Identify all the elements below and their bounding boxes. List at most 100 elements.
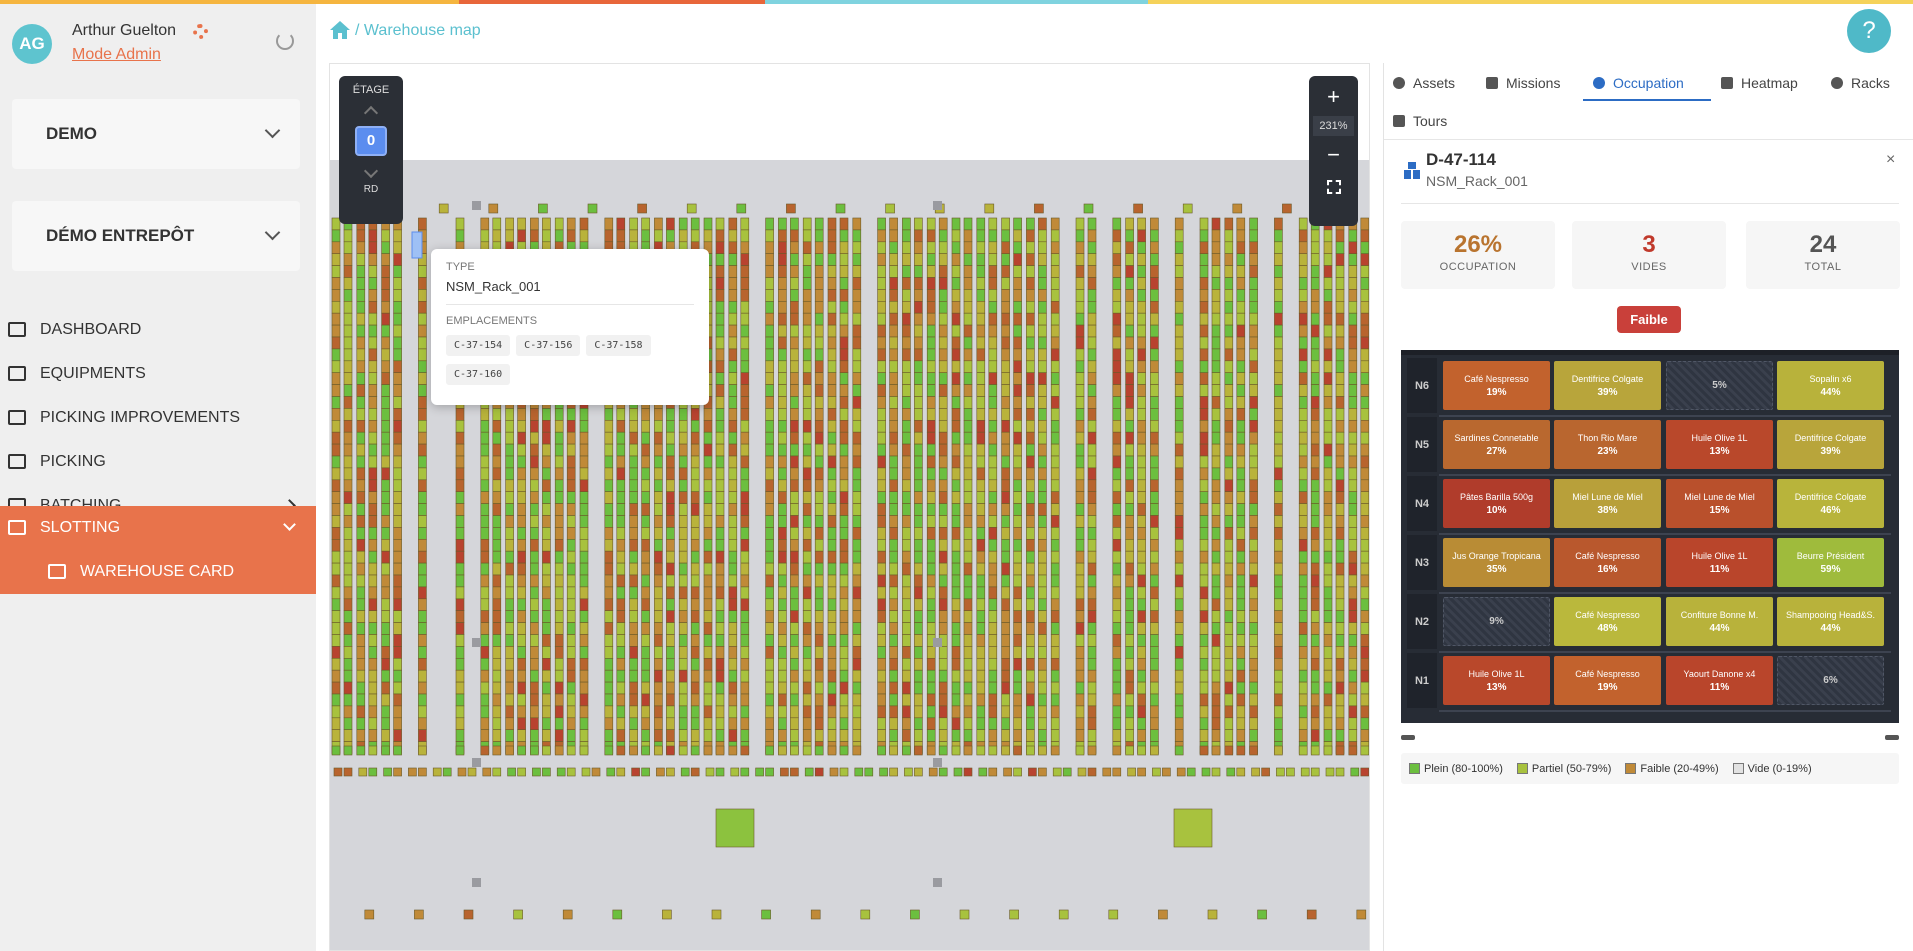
slot[interactable]: Café Nespresso 19% <box>1554 656 1661 705</box>
map-cell <box>963 265 973 278</box>
map-cell <box>827 681 837 695</box>
settings-icon[interactable] <box>193 24 208 39</box>
map-cell <box>381 419 390 433</box>
map-cell <box>542 586 551 600</box>
map-cell <box>889 610 898 623</box>
map-cell <box>418 515 427 528</box>
slot[interactable]: Jus Orange Tropicana 35% <box>1443 538 1550 587</box>
slot[interactable]: Confiture Bonne M. 44% <box>1666 597 1773 646</box>
map-cell <box>1211 669 1221 683</box>
nav-item[interactable]: DASHBOARD <box>0 308 316 352</box>
map-cell <box>356 550 366 564</box>
warehouse-select[interactable]: DÉMO ENTREPÔT <box>12 201 300 271</box>
slot[interactable]: Café Nespresso 16% <box>1554 538 1661 587</box>
floor-value[interactable]: 0 <box>355 126 387 156</box>
tab[interactable]: Occupation <box>1583 75 1711 101</box>
slot[interactable]: Shampooing Head&S. 44% <box>1777 597 1884 646</box>
zoom-in[interactable]: + <box>1327 84 1340 109</box>
tab[interactable]: Heatmap <box>1721 75 1798 91</box>
map-cell <box>1013 586 1022 600</box>
map-cell <box>343 253 353 266</box>
tab[interactable]: Missions <box>1486 75 1560 91</box>
slot[interactable]: Sardines Connetable 27% <box>1443 420 1550 469</box>
map-cell <box>1274 610 1283 623</box>
slot[interactable]: Thon Rio Mare 23% <box>1554 420 1661 469</box>
map-cell <box>1038 455 1047 469</box>
map-cell <box>976 550 986 564</box>
map-cell <box>790 562 799 576</box>
fullscreen[interactable] <box>1326 180 1341 194</box>
map-cell <box>1001 253 1010 266</box>
map-cell <box>1310 622 1320 635</box>
map-cell <box>505 610 514 623</box>
nav-item[interactable]: PICKING <box>0 440 316 484</box>
map-cell <box>654 538 663 552</box>
logout-icon[interactable] <box>276 32 294 50</box>
map-cell <box>616 229 626 243</box>
map-cell <box>1249 431 1258 445</box>
map-cell <box>654 443 663 457</box>
map-cell <box>728 301 738 314</box>
avatar[interactable]: AG <box>12 24 52 64</box>
nav-item[interactable]: SLOTTING <box>0 506 316 550</box>
nav-item[interactable]: EQUIPMENTS <box>0 352 316 396</box>
map-cell <box>938 745 948 756</box>
map-cell <box>381 277 390 290</box>
map-cell <box>988 767 998 777</box>
slot[interactable]: Pâtes Barilla 500g 10% <box>1443 479 1550 528</box>
map-cell <box>654 527 663 540</box>
map-cell <box>951 550 961 564</box>
slot[interactable]: Dentifrice Colgate 39% <box>1554 361 1661 410</box>
map-cell <box>839 669 849 683</box>
nav-item[interactable]: WAREHOUSE CARD <box>0 550 316 594</box>
slot[interactable]: Miel Lune de Miel 38% <box>1554 479 1661 528</box>
slot[interactable]: Huile Olive 1L 13% <box>1443 656 1550 705</box>
slot[interactable]: 6% <box>1777 656 1884 705</box>
client-select[interactable]: DEMO <box>12 99 300 169</box>
map-cell <box>976 669 986 683</box>
map-cell <box>1013 657 1022 671</box>
map-cell <box>1150 384 1159 397</box>
slot[interactable]: Café Nespresso 48% <box>1554 597 1661 646</box>
map-cell <box>703 745 713 756</box>
nav-item[interactable]: PICKING IMPROVEMENTS <box>0 396 316 440</box>
legend-label: Faible (20-49%) <box>1640 762 1719 775</box>
tab[interactable]: Racks <box>1831 75 1890 91</box>
slot[interactable]: 5% <box>1666 361 1773 410</box>
slot[interactable]: Dentifrice Colgate 46% <box>1777 479 1884 528</box>
slot-fill: 44% <box>1709 622 1730 634</box>
floor-up[interactable] <box>363 105 379 121</box>
breadcrumb-current[interactable]: Warehouse map <box>363 22 481 39</box>
map-cell <box>1075 527 1085 540</box>
selected-rack[interactable] <box>411 231 423 259</box>
slot[interactable]: Beurre Président 59% <box>1777 538 1884 587</box>
map-cell <box>778 396 787 409</box>
slot[interactable]: Café Nespresso 19% <box>1443 361 1550 410</box>
admin-mode-link[interactable]: Mode Admin <box>72 46 161 63</box>
map-cell <box>1360 598 1369 611</box>
help-button[interactable]: ? <box>1847 9 1891 53</box>
floor-down[interactable] <box>363 163 379 179</box>
slot[interactable]: Dentifrice Colgate 39% <box>1777 420 1884 469</box>
home-icon[interactable] <box>329 20 350 40</box>
slot[interactable]: 9% <box>1443 597 1550 646</box>
map-cell <box>1298 527 1308 540</box>
slot[interactable]: Huile Olive 1L 13% <box>1666 420 1773 469</box>
slot[interactable]: Huile Olive 1L 11% <box>1666 538 1773 587</box>
slot[interactable]: Yaourt Danone x4 11% <box>1666 656 1773 705</box>
map-cell <box>1087 610 1097 623</box>
tab[interactable]: Tours <box>1393 113 1447 129</box>
zoom-out[interactable]: − <box>1327 142 1340 167</box>
map-cell <box>740 455 750 469</box>
map-cell <box>542 745 551 756</box>
map-cell <box>1150 491 1159 504</box>
close-button[interactable]: × <box>1886 151 1896 168</box>
warehouse-map[interactable] <box>329 63 1370 951</box>
map-cell <box>1348 646 1358 659</box>
map-cell <box>1335 681 1345 695</box>
slot[interactable]: Miel Lune de Miel 15% <box>1666 479 1773 528</box>
map-cell <box>616 467 626 481</box>
tab[interactable]: Assets <box>1393 75 1455 91</box>
map-cell <box>963 396 973 409</box>
slot[interactable]: Sopalin x6 44% <box>1777 361 1884 410</box>
